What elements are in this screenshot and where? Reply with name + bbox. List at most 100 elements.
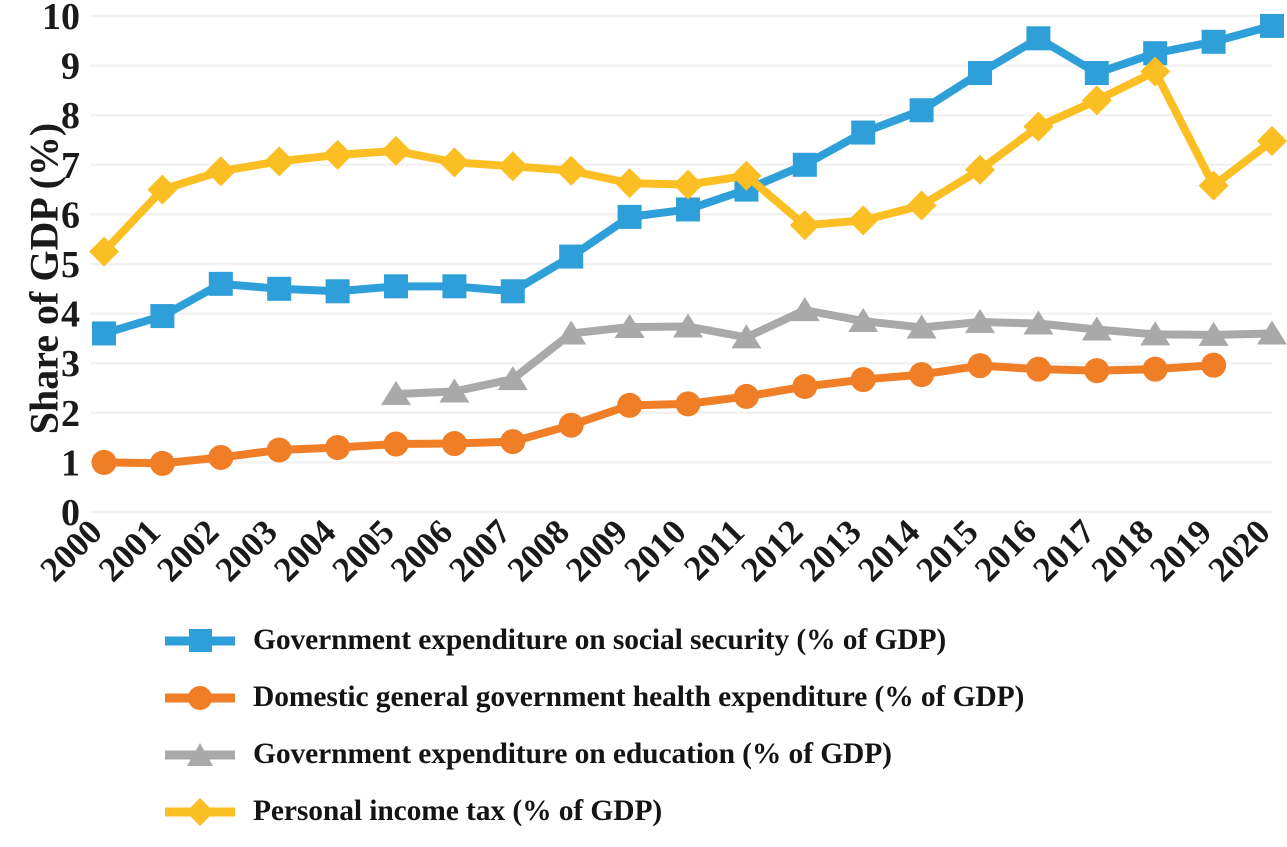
y-tick-label: 0: [61, 492, 80, 534]
data-point: [556, 320, 587, 345]
chart-legend: Government expenditure on social securit…: [0, 612, 1287, 847]
data-point: [965, 154, 995, 185]
data-point: [850, 367, 876, 393]
y-tick-label: 7: [61, 145, 80, 187]
x-tick-label: 2017: [1025, 512, 1102, 589]
data-point: [208, 444, 234, 470]
data-point: [1023, 111, 1054, 142]
legend-label: Government expenditure on education (% o…: [253, 738, 892, 770]
y-tick-label: 9: [61, 46, 80, 88]
gridlines: [90, 14, 1272, 514]
data-point: [967, 353, 993, 379]
data-point: [731, 160, 762, 191]
data-point: [1198, 321, 1229, 346]
data-point: [1198, 170, 1229, 201]
legend-marker-triangle-icon: [165, 742, 235, 766]
series-3: [381, 297, 1287, 405]
data-point: [1140, 56, 1171, 87]
data-point: [383, 431, 409, 457]
x-tick-label: 2015: [909, 512, 986, 589]
legend-marker-square-icon: [165, 628, 235, 652]
data-point: [789, 210, 820, 241]
y-tick-label: 2: [61, 393, 80, 435]
data-point: [264, 146, 295, 177]
data-point: [909, 362, 935, 388]
legend-item-health-expenditure[interactable]: Domestic general government health expen…: [163, 669, 1287, 726]
legend-item-education[interactable]: Government expenditure on education (% o…: [163, 726, 1287, 783]
x-tick-label: 2003: [208, 512, 285, 589]
data-point: [1081, 85, 1112, 116]
legend-label: Domestic general government health expen…: [253, 681, 1025, 713]
data-point: [851, 120, 876, 145]
data-point: [906, 314, 937, 339]
data-point: [614, 313, 645, 338]
y-tick-label: 6: [61, 194, 80, 236]
data-point: [442, 274, 467, 299]
data-point: [325, 435, 351, 461]
x-tick-label: 2008: [500, 512, 577, 589]
data-point: [556, 155, 587, 186]
series-1: [92, 13, 1284, 346]
data-point: [848, 205, 879, 236]
data-point: [1023, 310, 1054, 335]
data-point: [1257, 320, 1287, 345]
legend-item-social-security[interactable]: Government expenditure on social securit…: [163, 612, 1287, 669]
x-tick-label: 2019: [1142, 512, 1219, 589]
plot-area: 0 1 2 3 4 5 6 7 8 9 10 2000 2001 2002 2003 2004 2005 2006…: [33, 0, 1287, 589]
x-tick-label: 2020: [1201, 512, 1278, 589]
data-point: [1257, 125, 1287, 156]
data-point: [909, 98, 934, 123]
data-point: [1201, 352, 1227, 378]
data-point: [1142, 356, 1168, 382]
data-point: [792, 152, 817, 177]
y-tick-label: 8: [61, 95, 80, 137]
data-point: [1260, 13, 1284, 38]
y-tick-labels: 0 1 2 3 4 5 6 7 8 9 10: [42, 0, 80, 534]
data-point: [1081, 316, 1112, 341]
data-point: [1084, 358, 1110, 384]
legend-label: Government expenditure on social securit…: [253, 624, 947, 656]
data-point: [1084, 61, 1109, 86]
data-point: [500, 279, 525, 304]
y-tick-label: 10: [42, 0, 80, 38]
data-point: [792, 374, 818, 400]
series-4: [89, 56, 1287, 267]
legend-marker-circle-icon: [165, 685, 235, 710]
line-chart-svg: 0 1 2 3 4 5 6 7 8 9 10 2000200120022003200420052006…: [33, 0, 1287, 589]
data-point: [497, 151, 528, 182]
data-point: [848, 308, 879, 333]
data-point: [1201, 29, 1226, 54]
x-tick-label: 2009: [558, 512, 635, 589]
x-tick-label: 2011: [676, 512, 752, 588]
x-tick-label: 2012: [733, 512, 810, 589]
data-point: [1140, 321, 1171, 346]
data-point: [384, 274, 408, 299]
data-point: [617, 392, 643, 418]
data-point: [500, 429, 526, 455]
y-tick-label: 5: [61, 244, 80, 286]
data-point: [205, 156, 236, 187]
data-point: [322, 139, 353, 170]
data-point: [617, 204, 642, 229]
data-point: [673, 169, 703, 200]
data-point: [559, 244, 584, 269]
data-point: [1026, 26, 1051, 51]
y-tick-label: 1: [61, 442, 80, 484]
y-tick-label: 3: [61, 343, 80, 385]
legend-item-personal-income-tax[interactable]: Personal income tax (% of GDP): [163, 783, 1287, 840]
data-point: [266, 437, 292, 463]
data-point: [731, 324, 762, 349]
data-point: [208, 271, 233, 296]
x-tick-label: 2006: [383, 512, 460, 589]
data-point: [381, 380, 411, 405]
legend-label: Personal income tax (% of GDP): [253, 795, 663, 827]
x-tick-label: 2018: [1084, 512, 1161, 589]
data-point: [149, 450, 175, 476]
x-tick-label: 2001: [91, 512, 168, 589]
data-point: [441, 431, 467, 457]
data-point: [676, 197, 700, 222]
y-tick-label: 4: [61, 294, 80, 336]
data-point: [439, 378, 470, 403]
x-tick-labels: 2000200120022003200420052006200720082009…: [33, 512, 1278, 589]
